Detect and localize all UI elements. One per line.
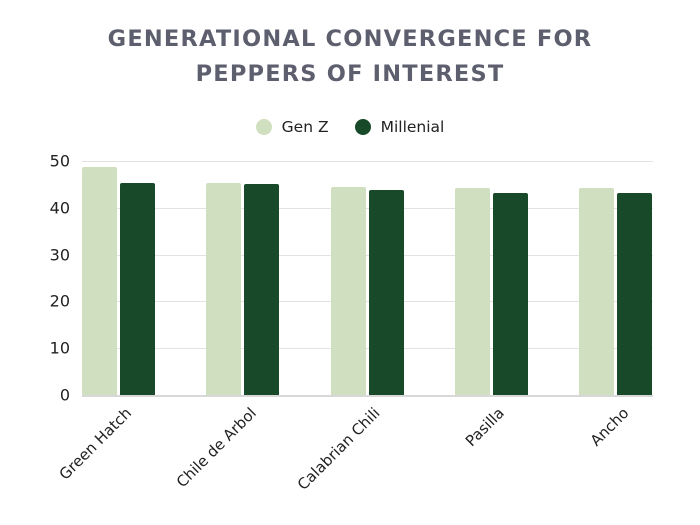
legend-item-millenial[interactable]: Millenial [354, 118, 445, 136]
x-tick-label: Ancho [586, 404, 633, 450]
legend-label-millenial: Millenial [380, 118, 445, 136]
gridline [82, 348, 653, 350]
bar-millenial[interactable] [617, 192, 653, 395]
legend-item-gen-z[interactable]: Gen Z [255, 118, 329, 136]
bar-gen-z[interactable] [330, 186, 366, 395]
bar-gen-z[interactable] [206, 183, 242, 395]
legend-swatch-millenial [354, 119, 371, 135]
y-tick-label: 50 [49, 151, 70, 171]
x-axis-line [82, 395, 653, 397]
bar-gen-z[interactable] [579, 187, 615, 395]
bar-millenial[interactable] [368, 189, 404, 395]
legend-swatch-gen-z [255, 119, 272, 135]
chart-title-line-1: GENERATIONAL CONVERGENCE FOR [107, 26, 593, 52]
bar-millenial[interactable] [492, 192, 528, 395]
y-tick-label: 30 [49, 245, 70, 265]
chart-title: GENERATIONAL CONVERGENCE FOR PEPPERS OF … [0, 22, 700, 92]
y-tick-label: 0 [59, 385, 70, 405]
x-tick-label: Green Hatch [55, 404, 136, 484]
gridline [82, 207, 653, 209]
y-tick-label: 10 [49, 338, 70, 358]
bar-gen-z[interactable] [454, 187, 490, 395]
x-tick-label: Pasilla [462, 404, 509, 451]
chart-title-line-2: PEPPERS OF INTEREST [195, 61, 505, 87]
legend-label-gen-z: Gen Z [281, 118, 329, 136]
bar-millenial[interactable] [244, 184, 280, 395]
bar-gen-z[interactable] [82, 166, 117, 395]
gridline [82, 254, 653, 256]
y-tick-label: 40 [49, 198, 70, 218]
gridline [82, 301, 653, 303]
x-tick-label: Calabrian Chili [294, 404, 384, 494]
gridline [82, 161, 653, 162]
bar-millenial[interactable] [120, 183, 155, 395]
legend: Gen Z Millenial [0, 118, 700, 136]
x-tick-label: Chile de Arbol [172, 404, 260, 492]
y-tick-label: 20 [49, 291, 70, 311]
